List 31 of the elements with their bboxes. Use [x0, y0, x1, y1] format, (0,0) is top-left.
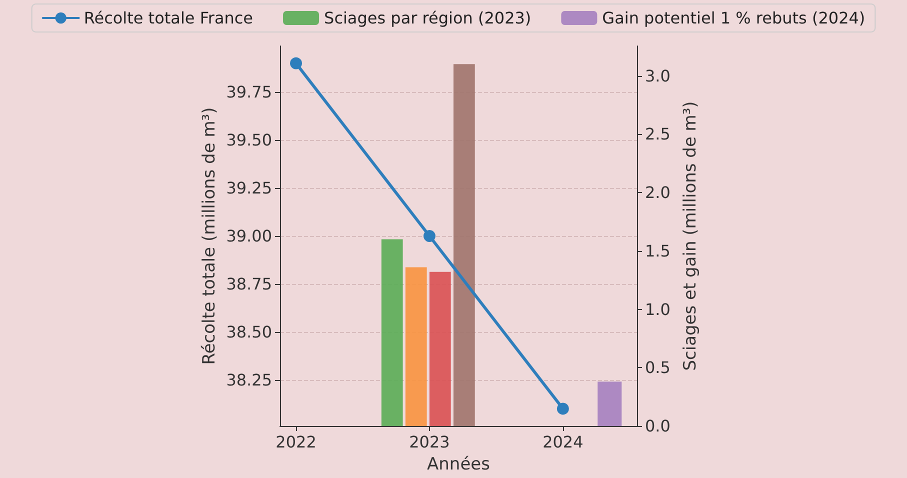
point — [423, 230, 436, 242]
y-tick-label: 39.75 — [226, 82, 272, 102]
y2-tick-label: 3.0 — [645, 66, 670, 86]
x-tick-label: 2024 — [542, 432, 584, 452]
y2-tick-label: 2.5 — [645, 124, 670, 144]
point — [556, 402, 569, 415]
bar — [405, 267, 427, 426]
y-tick-label: 39.00 — [226, 226, 272, 246]
legend-label: Récolte totale France — [84, 8, 254, 28]
point — [290, 57, 302, 70]
bar — [453, 64, 475, 426]
y2-axis-title: Sciages et gain (millions de m³) — [680, 101, 700, 371]
legend-label: Sciages par région (2023) — [324, 8, 532, 28]
y2-tick-label: 1.5 — [645, 241, 670, 260]
y2-tick-label: 2.0 — [645, 183, 670, 202]
y2-tick-label: 0.0 — [645, 416, 670, 436]
x-axis-title: Années — [427, 454, 490, 474]
x-tick-label: 2022 — [276, 432, 316, 452]
y-tick-label: 39.25 — [226, 178, 272, 198]
legend-label: Gain potentiel 1 % rebuts (2024) — [602, 8, 866, 28]
y-tick-label: 38.25 — [226, 370, 272, 390]
y-tick-label: 38.50 — [226, 322, 272, 342]
x-tick-label: 2023 — [409, 432, 450, 452]
y2-tick-label: 0.5 — [645, 358, 670, 378]
bar — [429, 272, 451, 426]
y-tick-label: 38.75 — [226, 274, 272, 294]
y-axis-title: Récolte totale (millions de m³) — [200, 107, 220, 365]
bar — [598, 382, 622, 426]
bar — [381, 239, 403, 426]
y-tick-label: 39.50 — [226, 130, 272, 150]
y2-tick-label: 1.0 — [645, 300, 670, 319]
